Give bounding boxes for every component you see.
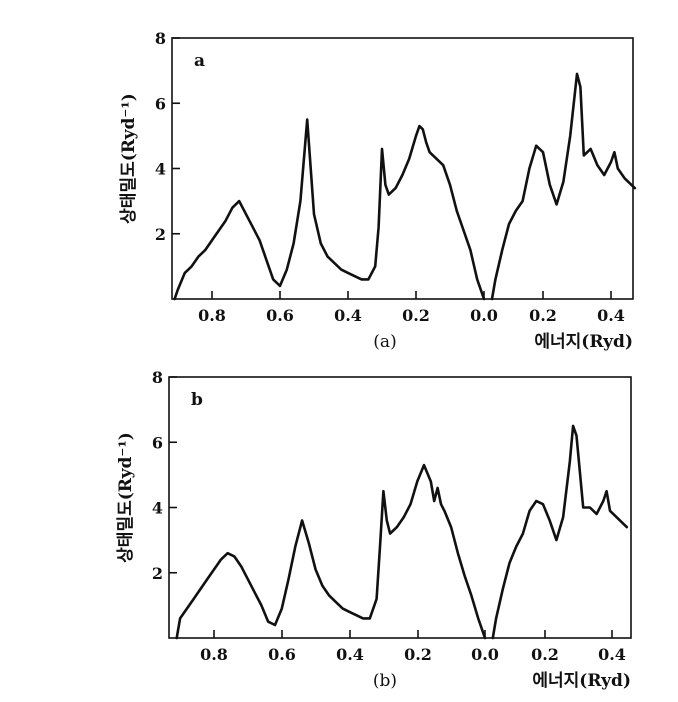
x-tick-label: 0.4: [597, 306, 625, 325]
x-tick-label: 0.0: [470, 306, 498, 325]
dos-curve-left-segment: [175, 463, 487, 640]
panel-letter: b: [191, 390, 203, 410]
x-axis-label: 에너지(Ryd): [532, 671, 631, 691]
y-tick-label: 8: [152, 368, 163, 387]
x-tick-label: 0.0: [471, 645, 499, 664]
y-tick-label: 4: [155, 160, 166, 179]
x-tick-label: 0.4: [334, 306, 362, 325]
y-tick-label: 2: [152, 564, 163, 583]
y-tick-label: 2: [155, 225, 166, 244]
y-tick-label: 4: [152, 499, 163, 518]
panel-caption: (b): [373, 671, 397, 691]
y-axis-label: 상태밀도(Ryd⁻¹): [115, 432, 136, 563]
x-tick-label: 0.6: [266, 306, 294, 325]
panel-a: 2 4 6 8 0.8 0.6 0.4 0.2 0.0 0.2 0.4 a (a) 에너지(Ryd) 상태밀…: [118, 29, 637, 352]
x-tick-label: 0.2: [531, 645, 559, 664]
x-tick-label: 0.8: [200, 645, 228, 664]
x-tick-label: 0.4: [598, 645, 626, 664]
plot-frame: [171, 37, 634, 300]
panel-caption: (a): [373, 332, 396, 352]
panel-letter: a: [194, 51, 205, 71]
dos-curve-left-segment: [173, 118, 486, 301]
x-tick-label: 0.2: [402, 306, 430, 325]
dos-curve-right-segment: [490, 72, 637, 301]
x-tick-label: 0.2: [529, 306, 557, 325]
x-axis-label: 에너지(Ryd): [534, 332, 633, 352]
panel-b: 2 4 6 8 0.8 0.6 0.4 0.2 0.0 0.2 0.4 b (b) 에너지(Ryd) 상태밀…: [115, 368, 632, 691]
x-tick-label: 0.8: [198, 306, 226, 325]
x-tick-label: 0.2: [404, 645, 432, 664]
x-tick-label: 0.4: [336, 645, 364, 664]
y-axis-label: 상태밀도(Ryd⁻¹): [118, 93, 139, 224]
y-tick-label: 8: [155, 29, 166, 48]
y-tick-label: 6: [155, 94, 166, 113]
plot-frame: [168, 376, 632, 639]
x-tick-label: 0.6: [268, 645, 296, 664]
y-tick-label: 6: [152, 433, 163, 452]
dos-curve-right-segment: [491, 424, 629, 640]
